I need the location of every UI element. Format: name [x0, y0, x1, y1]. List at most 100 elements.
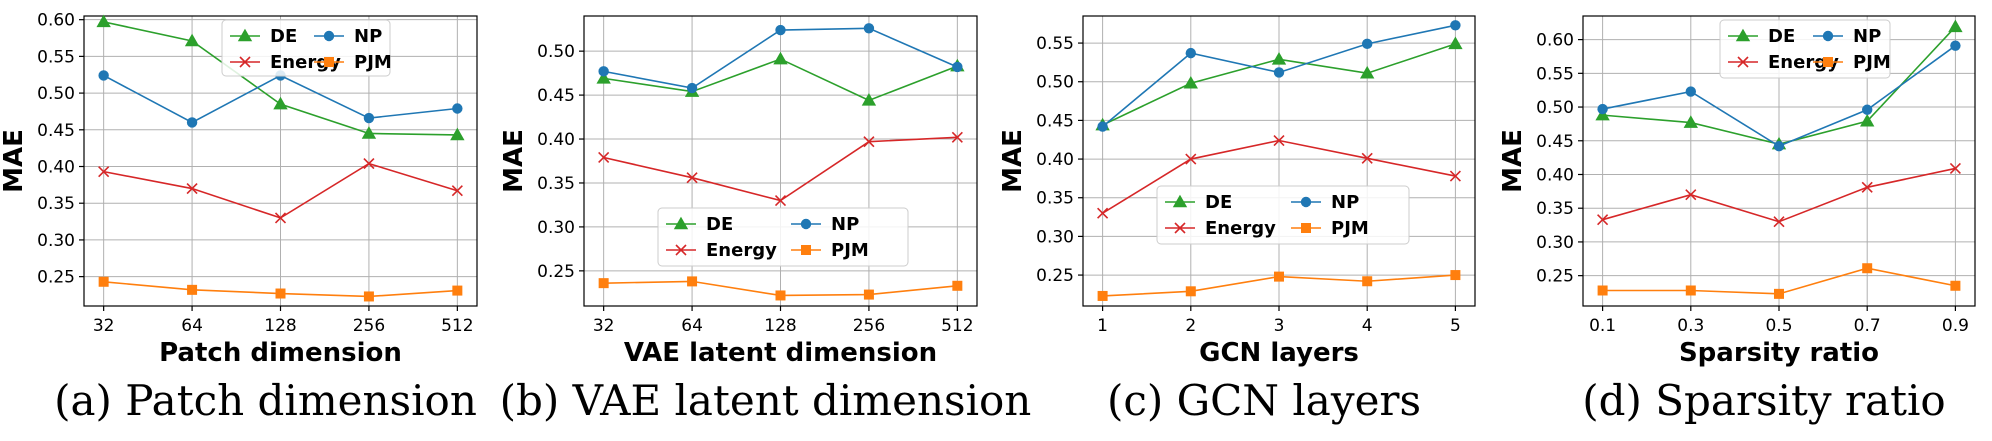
chart-3-xlabel: GCN layers: [1199, 338, 1359, 368]
chart-3-ytick-label-2: 0.35: [1036, 189, 1074, 209]
chart-1-legend-box: [221, 19, 391, 77]
chart-3-series-np-point-4: [1450, 20, 1461, 31]
chart-2-series-energy-point-4-stroke-b: [951, 131, 963, 143]
chart-4-legend-label-energy: Energy: [1768, 52, 1839, 73]
chart-4-xtick-label-3: 0.7: [1854, 316, 1881, 336]
chart-1-series-de-point-3: [361, 126, 377, 139]
chart-4-legend-marker-pjm: [1823, 57, 1833, 67]
chart-1-xtick-label-1: 64: [181, 316, 203, 336]
chart-1-legend: DE Energy NP PJM: [221, 19, 392, 77]
chart-2-legend-marker-de: [673, 216, 689, 230]
chart-3-ylabel: MAE: [998, 129, 1028, 193]
chart-2-ytick-label-5: 0.50: [537, 42, 575, 62]
chart-2-ytick-label-0: 0.25: [537, 262, 575, 282]
chart-2-legend-label-np: NP: [831, 214, 859, 235]
chart-4-series-np-point-3: [1862, 104, 1873, 115]
chart-4-legend-marker-de: [1735, 28, 1751, 42]
chart-4-legend-marker-energy-stroke-b: [1737, 56, 1749, 68]
chart-4: 0.25 0.30 0.35 0.40 0.45 0.50 0.55 0.60 0.1 0.3 0.…: [1498, 15, 1976, 425]
chart-3-series-np-point-1: [1185, 47, 1197, 59]
chart-2-series-energy-point-2-stroke-b: [774, 194, 787, 207]
chart-4-series-pjm-point-4: [1950, 280, 1961, 291]
chart-4-ytick-label-6: 0.55: [1536, 64, 1574, 84]
chart-1-legend-marker-energy: [239, 56, 251, 68]
chart-4-series-energy-point-4-stroke-b: [1949, 162, 1961, 174]
chart-3-series-np-point-3: [1362, 38, 1373, 50]
chart-1-ytick-label-3: 0.40: [37, 158, 75, 178]
chart-4-series-energy-point-1: [1685, 189, 1697, 201]
chart-3-ytick-label-6: 0.55: [1036, 34, 1074, 54]
chart-1-legend-label-pjm: PJM: [354, 52, 392, 73]
chart-3-caption: (c) GCN layers: [1107, 376, 1421, 425]
chart-4-series-energy-point-2: [1773, 216, 1785, 228]
chart-4-xtick-label-1: 0.3: [1677, 316, 1704, 336]
chart-3-series-pjm-point-3: [1362, 276, 1373, 287]
chart-1-series-energy: [98, 158, 463, 224]
chart-1-series-np-point-0: [98, 70, 109, 81]
chart-3-series-energy-point-0: [1097, 207, 1109, 219]
chart-4-series-np-point-2: [1773, 140, 1785, 152]
chart-2-xtick-label-1: 64: [681, 316, 703, 336]
chart-1-legend-marker-de: [237, 28, 253, 42]
chart-3-series-energy-point-1-stroke-b: [1185, 153, 1197, 165]
chart-1-ytick-label-0: 0.25: [37, 268, 75, 288]
chart-3-series-np-point-2: [1273, 67, 1285, 78]
chart-4-series-de-point-3: [1860, 113, 1875, 127]
chart-3-series-de-point-3: [1360, 65, 1375, 79]
chart-2-legend-label-pjm: PJM: [831, 240, 869, 261]
chart-3-series-de-point-2: [1271, 52, 1287, 65]
chart-1-xtick-label-0: 32: [93, 316, 115, 336]
chart-3: 0.25 0.30 0.35 0.40 0.45 0.50 0.55 1 2 3 4 5 GCN lay…: [998, 15, 1476, 425]
chart-4-series-energy-point-4: [1949, 162, 1961, 174]
chart-4-series-np-point-4: [1950, 40, 1961, 51]
chart-3-series-de: [1095, 36, 1463, 131]
chart-3-series-energy-point-2-stroke-b: [1273, 134, 1285, 147]
chart-3-ytick-label-0: 0.25: [1036, 266, 1074, 286]
chart-3-series-np: [1097, 20, 1461, 132]
chart-1-series-pjm-point-2: [275, 288, 286, 299]
chart-2-series-np-point-3: [863, 23, 875, 34]
chart-4-xlabel: Sparsity ratio: [1679, 338, 1879, 368]
chart-3-legend-marker-energy: [1174, 222, 1186, 234]
chart-2-caption: (b) VAE latent dimension: [500, 376, 1032, 425]
chart-3-legend-marker-de: [1172, 194, 1188, 208]
chart-2-series-np-point-0: [598, 66, 609, 77]
chart-2-series-de-point-3: [861, 93, 877, 106]
chart-1-series-energy-point-3: [363, 158, 375, 170]
chart-3-series-pjm-point-1: [1185, 286, 1196, 297]
chart-4-legend-label-de: DE: [1768, 26, 1795, 47]
chart-4-series-pjm-point-3: [1862, 263, 1873, 274]
chart-4-series-energy-point-3: [1861, 181, 1873, 193]
chart-1-xtick-label-2: 128: [264, 316, 296, 336]
chart-4-ytick-label-4: 0.45: [1536, 132, 1574, 152]
chart-1-series-energy-point-2-stroke-b: [274, 212, 287, 224]
chart-1-legend-marker-np: [323, 30, 335, 42]
chart-2: 0.25 0.30 0.35 0.40 0.45 0.50 32 64 128 256 512VAE…: [499, 15, 1032, 425]
chart-2-series-energy-point-3-stroke-b: [863, 136, 875, 148]
chart-1-series-de-point-4: [450, 127, 465, 141]
chart-1-legend-label-de: DE: [270, 26, 297, 47]
chart-4-legend: DE Energy NP PJM: [1719, 19, 1891, 79]
chart-1-series-de-point-0: [96, 14, 111, 28]
chart-2-series-np-point-1: [686, 82, 698, 94]
chart-3-series-pjm-point-2: [1274, 271, 1284, 282]
chart-2-series-energy-point-3: [863, 136, 875, 148]
chart-1: 0.25 0.30 0.35 0.40 0.45 0.50 0.55 0.60 32 64 128 2…: [0, 11, 478, 425]
chart-3-xtick-label-2: 3: [1274, 316, 1285, 336]
chart-2-legend-label-energy: Energy: [706, 240, 777, 261]
chart-4-ytick-label-0: 0.25: [1536, 267, 1574, 287]
chart-1-series-np-point-1: [186, 117, 198, 128]
chart-3-series-pjm-point-4: [1450, 270, 1461, 281]
chart-3-series-energy-point-3-stroke-b: [1361, 152, 1373, 164]
chart-4-series-pjm: [1597, 263, 1961, 299]
chart-3-series-energy-point-3: [1361, 152, 1373, 164]
chart-3-ytick-label-1: 0.30: [1036, 227, 1074, 247]
chart-4-legend-box: [1719, 19, 1891, 79]
chart-1-series-energy-point-2: [274, 212, 287, 224]
chart-1-series-energy-point-1-stroke-b: [186, 182, 198, 195]
chart-1-series-energy-point-0-stroke-b: [98, 166, 110, 178]
chart-2-legend-marker-energy: [675, 244, 687, 256]
chart-3-series-de-point-4: [1448, 36, 1463, 50]
chart-1-series-energy-point-4: [451, 185, 463, 197]
